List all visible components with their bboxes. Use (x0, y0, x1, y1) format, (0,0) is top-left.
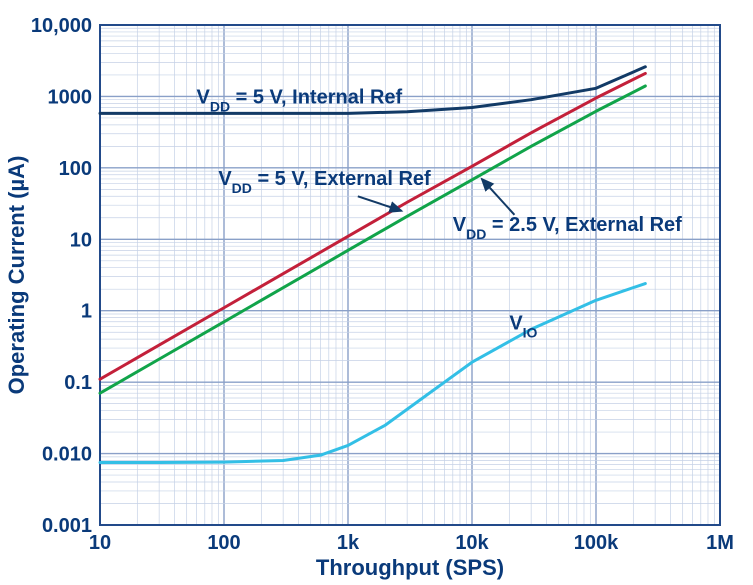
x-tick: 1k (337, 532, 360, 554)
x-tick: 100k (574, 532, 619, 554)
x-tick: 100 (207, 532, 240, 554)
x-tick: 1M (706, 532, 734, 554)
y-tick: 1000 (48, 86, 93, 108)
operating-current-vs-throughput-chart: VDD = 5 V, Internal RefVDD = 5 V, Extern… (0, 0, 753, 585)
y-axis-label: Operating Current (µA) (4, 156, 29, 395)
grid (100, 25, 720, 525)
x-tick-labels: 10 100 1k 10k 100k 1M (89, 532, 734, 554)
y-tick: 1 (81, 301, 92, 323)
y-tick: 100 (59, 158, 92, 180)
y-tick-labels: 0.001 0.010 0.1 1 10 100 1000 10,000 (31, 15, 92, 537)
x-axis-label: Throughput (SPS) (316, 555, 504, 580)
x-tick: 10k (455, 532, 489, 554)
y-tick: 0.001 (42, 515, 92, 537)
y-tick: 0.010 (42, 444, 92, 466)
chart-container: VDD = 5 V, Internal RefVDD = 5 V, Extern… (0, 0, 753, 585)
y-tick: 0.1 (64, 372, 92, 394)
x-tick: 10 (89, 532, 111, 554)
y-tick: 10,000 (31, 15, 92, 37)
y-tick: 10 (70, 229, 92, 251)
